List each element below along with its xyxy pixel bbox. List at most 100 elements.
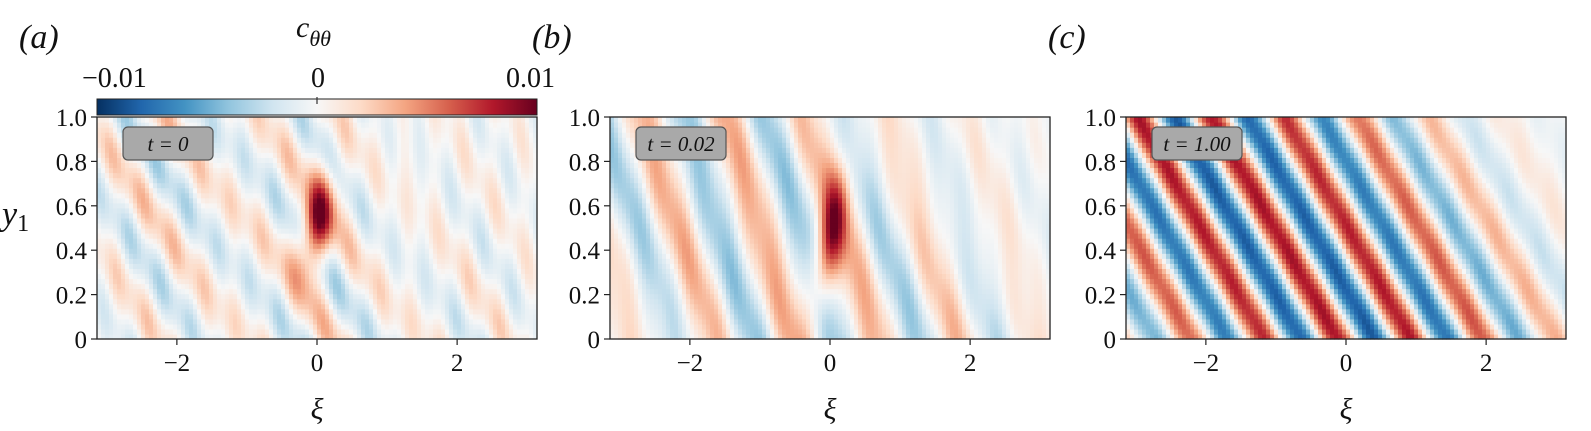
heatmap-cell [213, 288, 218, 295]
heatmap-cell [349, 172, 354, 179]
heatmap-cell [397, 298, 402, 305]
heatmap-cell [381, 268, 386, 275]
heatmap-cell [125, 318, 130, 325]
heatmap-cell [153, 122, 158, 128]
heatmap-cell [369, 278, 374, 285]
heatmap-cell [161, 238, 166, 244]
heatmap-cell [117, 253, 122, 259]
heatmap-cell [225, 268, 230, 275]
heatmap-cell [509, 258, 514, 264]
heatmap-cell [165, 318, 170, 325]
heatmap-cell [277, 117, 282, 123]
heatmap-cell [289, 318, 294, 325]
heatmap-cell [485, 243, 490, 249]
heatmap-cell [213, 278, 218, 285]
heatmap-cell [329, 157, 334, 164]
heatmap-cell [449, 202, 454, 209]
heatmap-cell [253, 162, 258, 169]
heatmap-cell [489, 243, 494, 249]
heatmap-cell [201, 298, 206, 305]
heatmap-cell [269, 278, 274, 285]
heatmap-cell [277, 177, 282, 184]
heatmap-cell [185, 222, 190, 229]
heatmap-cell [397, 137, 402, 143]
heatmap-cell [309, 117, 314, 123]
heatmap-cell [365, 147, 370, 153]
heatmap-cell [381, 177, 386, 184]
heatmap-cell [505, 127, 510, 133]
heatmap-cell [381, 273, 386, 280]
heatmap-cell [229, 333, 234, 340]
heatmap-cell [269, 197, 274, 204]
heatmap-cell [505, 228, 510, 234]
heatmap-cell [357, 318, 362, 325]
heatmap-cell [409, 147, 414, 153]
heatmap-cell [297, 298, 302, 305]
heatmap-cell [133, 202, 138, 209]
heatmap-cell [453, 273, 458, 280]
heatmap-cell [181, 162, 186, 169]
heatmap-cell [133, 318, 138, 325]
heatmap-cell [169, 192, 174, 199]
heatmap-cell [389, 263, 394, 269]
heatmap-cell [277, 268, 282, 275]
heatmap-cell [249, 167, 254, 174]
heatmap-cell [109, 172, 114, 179]
heatmap-cell [265, 117, 270, 123]
heatmap-cell [141, 197, 146, 204]
heatmap-cell [129, 288, 134, 295]
heatmap-cell [257, 238, 262, 244]
heatmap-cell [405, 308, 410, 315]
heatmap-cell [233, 192, 238, 199]
heatmap-cell [433, 273, 438, 280]
heatmap-cell [533, 273, 538, 280]
heatmap-cell [473, 308, 478, 315]
heatmap-cell [189, 222, 194, 229]
heatmap-cell [209, 273, 214, 280]
heatmap-cell [369, 333, 374, 340]
heatmap-cell [461, 157, 466, 164]
heatmap-cell [201, 278, 206, 285]
heatmap-cell [465, 273, 470, 280]
heatmap-cell [273, 238, 278, 244]
heatmap-cell [465, 258, 470, 264]
heatmap-cell [181, 313, 186, 320]
heatmap-cell [393, 328, 398, 335]
heatmap-cell [169, 172, 174, 179]
heatmap-cell [261, 263, 266, 269]
heatmap-cell [473, 298, 478, 305]
heatmap-cell [473, 328, 478, 335]
heatmap-cell [425, 142, 430, 148]
heatmap-cell [153, 323, 158, 330]
heatmap-cell [121, 122, 126, 128]
heatmap-cell [249, 268, 254, 275]
heatmap-cell [285, 293, 290, 300]
heatmap-cell [525, 308, 530, 315]
heatmap-cell [421, 152, 426, 158]
heatmap-cell [429, 303, 434, 310]
heatmap-cell [369, 187, 374, 194]
heatmap-cell [165, 228, 170, 234]
heatmap-cell [309, 308, 314, 315]
heatmap-cell [205, 263, 210, 269]
heatmap-cell [149, 217, 154, 224]
heatmap-cell [97, 187, 102, 194]
heatmap-cell [229, 187, 234, 194]
heatmap-cell [213, 328, 218, 335]
heatmap-cell [277, 212, 282, 219]
heatmap-cell [101, 142, 106, 148]
heatmap-cell [513, 278, 518, 285]
heatmap-cell [321, 207, 326, 214]
heatmap-cell [513, 313, 518, 320]
heatmap-cell [189, 308, 194, 315]
heatmap-cell [149, 268, 154, 275]
heatmap-cell [517, 212, 522, 219]
heatmap-cell [237, 263, 242, 269]
heatmap-cell [321, 182, 326, 189]
heatmap-cell [361, 117, 366, 123]
heatmap-cell [221, 308, 226, 315]
heatmap-cell [101, 243, 106, 249]
heatmap-cell [153, 202, 158, 209]
heatmap-cell [273, 248, 278, 254]
